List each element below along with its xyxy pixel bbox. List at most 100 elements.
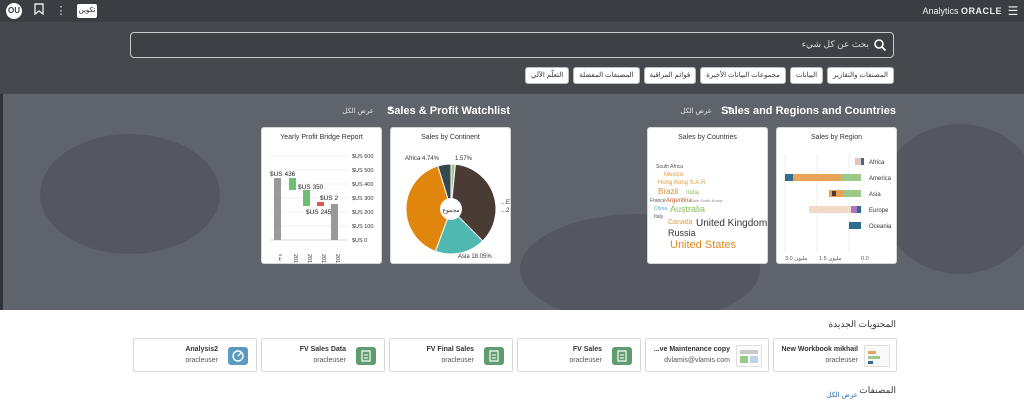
- recent-item[interactable]: FV Sales Data oracleuser: [261, 338, 385, 372]
- recent-item[interactable]: FV Final Sales oracleuser: [389, 338, 513, 372]
- data-label: ...E: [501, 200, 510, 206]
- item-owner: dvlamis@vlamis.com: [664, 357, 730, 364]
- word: United States: [670, 239, 737, 251]
- search-placeholder: بحث عن كل شيء: [801, 39, 869, 49]
- filter-chips: المصنفات والتقارير البيانات مجموعات البي…: [524, 67, 894, 84]
- recent-content-row: New Workbook mikhail oracleuser ...ve Ma…: [133, 338, 897, 372]
- bar: [317, 202, 324, 206]
- bar: [793, 174, 841, 181]
- category-label: America: [869, 176, 892, 182]
- item-name: ...ve Maintenance copy: [653, 346, 730, 353]
- word: United Kingdom: [696, 218, 767, 229]
- word: France: [650, 198, 666, 204]
- sales-by-countries-card[interactable]: Sales by Countries South Africa Mexico H…: [647, 127, 768, 264]
- tick-label: $US 300: [352, 196, 373, 202]
- bookmark-icon[interactable]: [32, 3, 46, 19]
- sales-by-region-card[interactable]: Sales by Region Africa America Asia Euro…: [776, 127, 897, 264]
- recent-item[interactable]: New Workbook mikhail oracleuser: [773, 338, 897, 372]
- word: Italy: [654, 214, 664, 220]
- recent-item[interactable]: FV Sales oracleuser: [517, 338, 641, 372]
- workbook-thumbnail-icon: [736, 345, 762, 367]
- bar: [331, 204, 338, 240]
- search-input[interactable]: بحث عن كل شيء: [130, 32, 894, 58]
- tick-label: $US 100: [352, 224, 373, 230]
- profit-bridge-chart: $US 436 $US 350 $US 2 $US 245 $US 600 $U…: [270, 154, 373, 264]
- workbook-thumbnail-icon: [864, 345, 890, 367]
- continent-donut-chart: مجموع Africa 4.74% 1.57% ...E ...2 Asia …: [405, 156, 510, 260]
- data-label: $US 245: [306, 209, 332, 216]
- word: Hong Kong S.A.R: [658, 180, 706, 186]
- more-menu-icon[interactable]: ⋮: [55, 5, 67, 17]
- bar: [849, 222, 861, 229]
- bar: [303, 190, 310, 206]
- recent-item[interactable]: ...ve Maintenance copy dvlamis@vlamis.co…: [645, 338, 769, 372]
- data-label: ...2: [501, 208, 510, 214]
- section-title-watchlist[interactable]: Sales & Profit Watchlist: [386, 105, 510, 117]
- hamburger-menu-icon[interactable]: ☰: [1007, 4, 1019, 18]
- section-title-regions[interactable]: Sales and Regions and Countries: [721, 105, 896, 117]
- word: Russia: [668, 228, 696, 238]
- tick-label: $US 400: [352, 182, 373, 188]
- word: Brazil: [658, 187, 678, 196]
- word: South Korea: [700, 198, 723, 203]
- view-all-link-watchlist[interactable]: عرض الكل: [342, 108, 374, 115]
- background-shape: [40, 134, 220, 254]
- bar: [809, 206, 851, 213]
- chip-recent-datasets[interactable]: مجموعات البيانات الأخيرة: [700, 67, 786, 84]
- chip-watchlists[interactable]: قوائم المراقبة: [643, 67, 697, 84]
- data-label: 1.57%: [455, 156, 473, 162]
- chip-data[interactable]: البيانات: [789, 67, 824, 84]
- chevron-down-icon[interactable]: ▼: [726, 106, 733, 113]
- view-all-link-regions[interactable]: عرض الكل: [680, 108, 712, 115]
- word: China: [654, 206, 667, 212]
- bar: [857, 206, 861, 213]
- bar: [274, 178, 281, 240]
- category-label: بدء: [277, 254, 283, 261]
- bar: [861, 158, 864, 165]
- item-owner: oracleuser: [185, 357, 218, 364]
- chip-workbooks-reports[interactable]: المصنفات والتقارير: [827, 67, 894, 84]
- item-name: New Workbook mikhail: [781, 346, 859, 353]
- category-label: Africa: [869, 160, 885, 166]
- view-all-workbooks-link[interactable]: عرض الكل: [826, 392, 858, 399]
- workbooks-title: المصنفات: [859, 385, 896, 395]
- word: Australia: [670, 204, 705, 214]
- search-band: بحث عن كل شيء المصنفات والتقارير البيانا…: [0, 22, 1024, 94]
- recent-item[interactable]: Analysis2 oracleuser: [133, 338, 257, 372]
- category-label: Oceania: [869, 224, 892, 230]
- product-title: Analytics ORACLE: [922, 4, 1002, 18]
- tick-label: $US 600: [352, 154, 373, 160]
- bar: [832, 191, 836, 196]
- center-label: مجموع: [442, 208, 459, 214]
- recent-content-title: المحتويات الجديدة: [828, 319, 896, 329]
- user-avatar[interactable]: OU: [6, 3, 22, 19]
- featured-area: Sales and Regions and Countries ▼ عرض ال…: [0, 94, 1024, 310]
- chip-favorite-workbooks[interactable]: المصنفات المفضلة: [573, 67, 640, 84]
- item-name: FV Final Sales: [426, 346, 474, 353]
- item-owner: oracleuser: [825, 357, 858, 364]
- pie-slice-america: [405, 165, 452, 252]
- analysis-icon: [228, 347, 248, 365]
- word: Chile: [690, 198, 700, 203]
- sales-by-continent-card[interactable]: Sales by Continent مجموع Africa 4.74% 1.…: [390, 127, 511, 264]
- card-title: Sales by Countries: [678, 134, 737, 141]
- data-label: Africa 4.74%: [405, 156, 440, 162]
- category-label: 2016: [292, 254, 298, 264]
- data-label: $US 436: [270, 171, 296, 178]
- bar: [851, 206, 857, 213]
- word: South Africa: [656, 164, 683, 170]
- item-name: FV Sales: [572, 346, 602, 353]
- item-owner: oracleuser: [441, 357, 474, 364]
- tick-label: $US 0: [352, 238, 367, 244]
- data-label: $US 350: [298, 184, 324, 191]
- top-bar: OU ⋮ تكوين Analytics ORACLE ☰: [0, 0, 1024, 22]
- pie-slice-europe: [450, 163, 497, 242]
- profit-bridge-card[interactable]: Yearly Profit Bridge Report $US 436 $US …: [261, 127, 382, 264]
- chevron-down-icon[interactable]: ▼: [387, 106, 394, 113]
- dataset-icon: [356, 347, 376, 365]
- chip-machine-learning[interactable]: التعلّم الآلي: [524, 67, 570, 84]
- word: Canada: [668, 219, 693, 226]
- bar: [843, 190, 861, 197]
- create-button[interactable]: تكوين: [77, 4, 97, 18]
- dataset-icon: [484, 347, 504, 365]
